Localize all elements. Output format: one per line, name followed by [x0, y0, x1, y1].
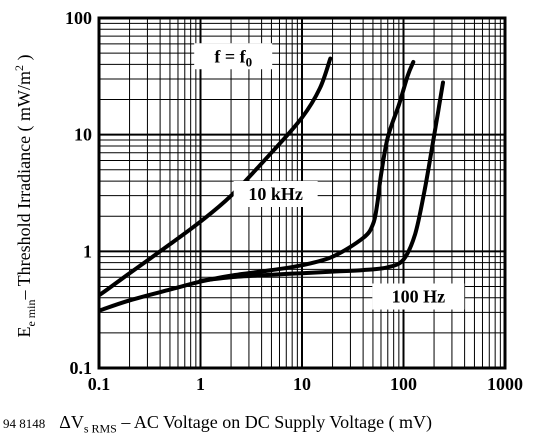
plot-frame	[97, 16, 507, 370]
series-label-1: 10 kHz	[248, 184, 303, 204]
x-axis-label: 94 8148 ΔVs RMS – AC Voltage on DC Supply…	[3, 412, 433, 436]
x-tick-label: 1	[196, 374, 205, 394]
y-axis-label: Ee min– Threshold Irradiance ( mW/m2 )	[12, 54, 38, 337]
x-tick-label: 0.1	[88, 374, 111, 394]
x-tick-label: 1000	[487, 374, 523, 394]
curve-labels: f = f0 10 kHz 100 Hz	[194, 43, 465, 310]
series-label-bg-0	[194, 43, 273, 70]
series-label-0: f = f0	[214, 46, 252, 69]
series-label-bg-1	[233, 181, 318, 208]
series-label-bg-2	[372, 283, 465, 310]
figure-code: 94 8148	[3, 416, 46, 431]
x-tick-label: 10	[293, 374, 311, 394]
series-line-0	[99, 56, 333, 298]
y-tick-label: 100	[65, 8, 92, 28]
y-tick-label: 0.1	[70, 358, 93, 378]
x-tick-label: 100	[390, 374, 417, 394]
series-line-2	[198, 80, 445, 283]
tick-labels: 0.1 1 10 100 1000 0.1 1 10 100	[65, 8, 523, 394]
y-tick-label: 1	[83, 241, 92, 261]
curves	[99, 56, 445, 313]
y-tick-label: 10	[74, 125, 92, 145]
series-line-1	[99, 60, 416, 313]
series-label-2: 100 Hz	[392, 287, 446, 307]
